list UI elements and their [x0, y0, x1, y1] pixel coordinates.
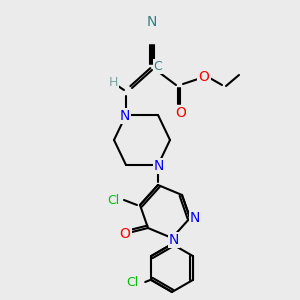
- Text: C: C: [154, 59, 162, 73]
- Text: O: O: [120, 227, 130, 241]
- Text: N: N: [190, 211, 200, 225]
- Text: Cl: Cl: [107, 194, 119, 206]
- Text: N: N: [147, 15, 157, 29]
- Text: N: N: [169, 233, 179, 247]
- Text: O: O: [199, 70, 209, 84]
- Text: O: O: [176, 106, 186, 120]
- Text: N: N: [154, 159, 164, 173]
- Text: N: N: [120, 109, 130, 123]
- Text: H: H: [108, 76, 118, 89]
- Text: Cl: Cl: [126, 275, 138, 289]
